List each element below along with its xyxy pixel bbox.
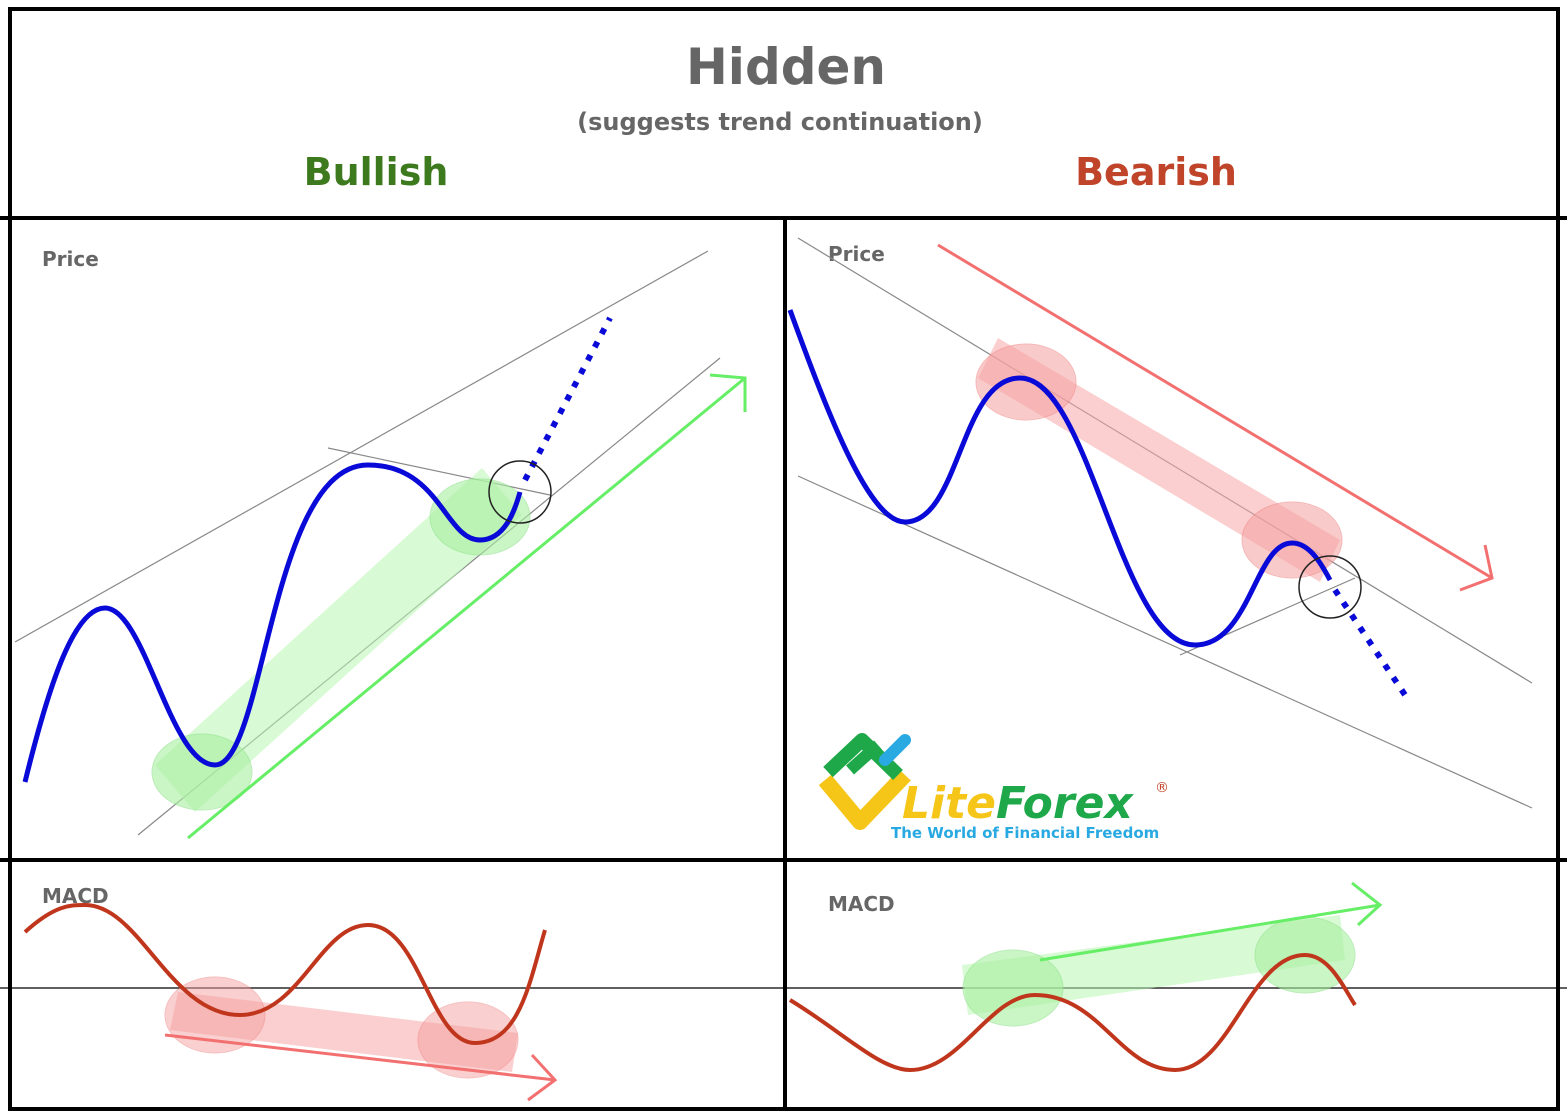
macd-label: MACD	[828, 892, 895, 916]
subtitle: (suggests trend continuation)	[577, 108, 983, 136]
bearish-price-chart	[787, 237, 1533, 809]
logo-lite: Lite	[902, 778, 996, 829]
bearish-macd-chart	[788, 881, 1383, 1073]
title: Hidden	[686, 38, 886, 96]
logo-forex: Forex	[996, 778, 1134, 829]
price-label: Price	[42, 247, 99, 271]
logo-tagline: The World of Financial Freedom	[891, 824, 1159, 842]
logo: LiteForex ® The World of Financial Freed…	[818, 733, 1169, 842]
bullish-label: Bullish	[304, 150, 449, 194]
logo-mark: ®	[1155, 780, 1169, 796]
bullish-macd-chart	[23, 902, 558, 1102]
logo-text: LiteForex	[902, 778, 1134, 829]
bearish-label: Bearish	[1075, 150, 1237, 194]
bullish-price-chart	[14, 250, 747, 840]
price-label: Price	[828, 242, 885, 266]
